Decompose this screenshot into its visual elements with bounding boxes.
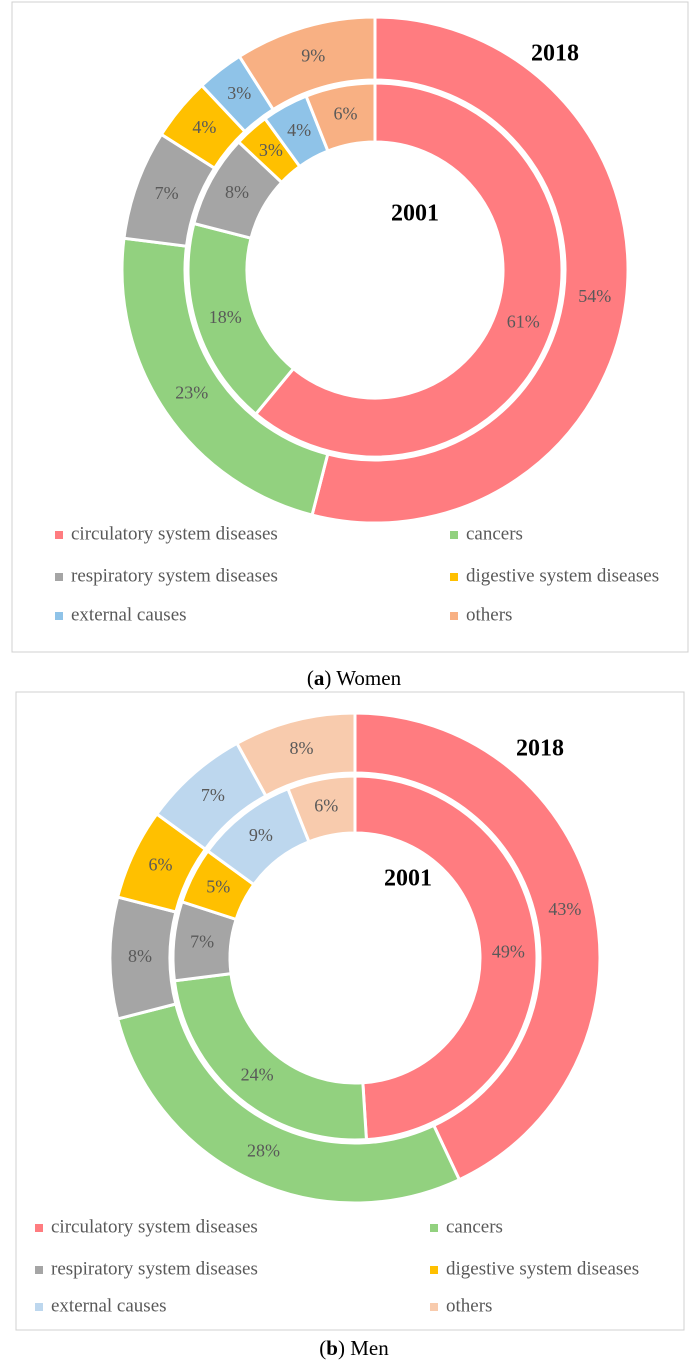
value-label: 8% (290, 738, 314, 758)
caption-part: ( (319, 1336, 326, 1360)
value-label: 3% (259, 140, 283, 160)
chart-frame (15, 691, 685, 1331)
legend-swatch (450, 612, 458, 620)
value-label: 23% (175, 383, 208, 403)
donut-segment (353, 711, 602, 1182)
value-label: 43% (548, 899, 581, 919)
legend-label: respiratory system diseases (51, 1258, 258, 1279)
value-label: 3% (227, 83, 251, 103)
value-label: 49% (492, 941, 525, 961)
value-label: 6% (333, 103, 357, 123)
series-name: 2018 (531, 41, 579, 67)
legend-swatch (430, 1224, 438, 1232)
value-label: 6% (314, 795, 338, 815)
chart-frame (11, 1, 689, 653)
value-label: 28% (247, 1141, 280, 1161)
donut-segment (234, 711, 357, 798)
caption-part: ( (307, 666, 314, 690)
value-label: 61% (507, 311, 540, 331)
legend-label: others (466, 604, 512, 625)
value-label: 7% (201, 785, 225, 805)
legend-label: circulatory system diseases (71, 523, 278, 544)
legend-label: cancers (466, 523, 523, 544)
value-label: 54% (578, 286, 611, 306)
donut-segment (304, 81, 377, 153)
donut-segment (353, 774, 539, 1142)
legend-label: respiratory system diseases (71, 565, 278, 586)
caption: (b) Men (319, 1336, 389, 1360)
caption-part: b (326, 1336, 338, 1360)
caption: (a) Women (307, 666, 402, 690)
caption-part: a (314, 666, 325, 690)
value-label: 4% (192, 117, 216, 137)
value-label: 7% (190, 932, 214, 952)
legend-label: circulatory system diseases (51, 1216, 258, 1237)
legend-swatch (55, 612, 63, 620)
series-name: 2001 (391, 201, 439, 227)
value-label: 7% (155, 183, 179, 203)
donut-segment (253, 81, 564, 459)
legend-swatch (450, 531, 458, 539)
legend-swatch (450, 573, 458, 581)
caption-part: ) Men (338, 1336, 389, 1360)
legend-swatch (430, 1303, 438, 1311)
donut-segment (286, 774, 357, 844)
value-label: 24% (241, 1064, 274, 1084)
value-label: 5% (206, 876, 230, 896)
legend-label: cancers (446, 1216, 503, 1237)
value-label: 8% (225, 182, 249, 202)
series-name: 2018 (516, 736, 564, 762)
legend-label: external causes (71, 604, 187, 625)
value-label: 8% (128, 946, 152, 966)
donut-segment (115, 1002, 462, 1205)
value-label: 6% (148, 855, 172, 875)
value-label: 9% (249, 825, 273, 845)
value-label: 9% (301, 45, 325, 65)
legend-label: digestive system diseases (466, 565, 659, 586)
legend-swatch (35, 1303, 43, 1311)
legend-label: digestive system diseases (446, 1258, 639, 1279)
legend-swatch (55, 531, 63, 539)
caption-part: ) Women (324, 666, 401, 690)
series-name: 2001 (384, 866, 432, 892)
value-label: 18% (209, 307, 242, 327)
legend-swatch (430, 1266, 438, 1274)
donut-segment (237, 15, 377, 112)
legend-label: others (446, 1295, 492, 1316)
legend-swatch (55, 573, 63, 581)
donut-segment (310, 15, 630, 525)
legend-label: external causes (51, 1295, 167, 1316)
legend-swatch (35, 1266, 43, 1274)
value-label: 4% (287, 120, 311, 140)
legend-swatch (35, 1224, 43, 1232)
